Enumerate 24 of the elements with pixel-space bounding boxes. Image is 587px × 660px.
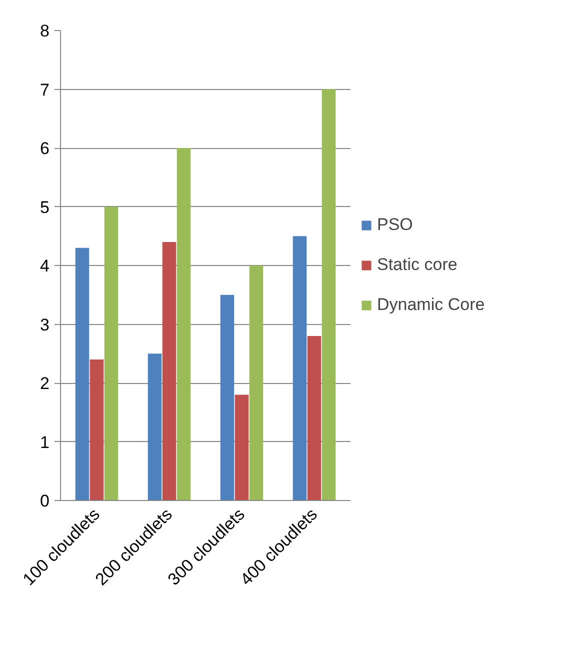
legend-label: Dynamic Core: [377, 295, 485, 315]
legend-label: PSO: [377, 215, 413, 235]
y-tick-label: 3: [40, 315, 50, 334]
bar: [307, 336, 322, 500]
bar: [292, 236, 307, 500]
y-tick-label: 4: [40, 256, 50, 276]
y-tick-label: 0: [40, 492, 50, 510]
bar: [148, 354, 162, 500]
bar: [234, 394, 249, 500]
y-tick-label: 5: [40, 198, 50, 217]
y-tick-label: 6: [40, 139, 50, 158]
bar: [220, 294, 234, 500]
bar: [162, 242, 176, 500]
bar: [176, 148, 191, 500]
y-tick-label: 2: [40, 374, 50, 393]
bar: [75, 248, 90, 500]
bar: [104, 206, 118, 500]
y-tick-label: 8: [40, 22, 50, 40]
legend-label: Static core: [377, 255, 458, 275]
y-tick-label: 1: [40, 432, 50, 452]
y-tick-label: 7: [40, 80, 50, 100]
bar: [90, 360, 104, 500]
bar: [249, 266, 264, 500]
bar: [322, 89, 336, 500]
